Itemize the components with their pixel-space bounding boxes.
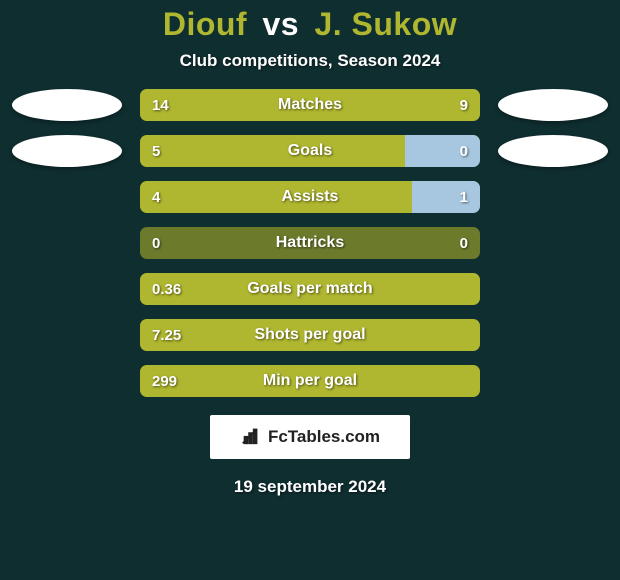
stat-value-left: 0 [152,227,160,259]
stat-value-right: 0 [460,227,468,259]
brand-badge[interactable]: FcTables.com [210,415,410,459]
stat-bar: 41Assists [140,181,480,213]
stat-rows: 149Matches 50Goals 41Assists 0 0Hattricks 0.3… [0,89,620,397]
badge-spacer [498,227,608,259]
stat-row: 0 0Hattricks [0,227,620,259]
stat-row: 149Matches [0,89,620,121]
badge-spacer [498,181,608,213]
title-player1: Diouf [163,6,247,42]
fill-left [140,365,480,397]
badge-spacer [498,365,608,397]
stat-row: 41Assists [0,181,620,213]
fill-right [412,181,480,213]
badge-spacer [498,273,608,305]
footer-date: 19 september 2024 [0,477,620,497]
brand-text: FcTables.com [268,427,380,447]
stat-bar: 299Min per goal [140,365,480,397]
badge-spacer [498,319,608,351]
fill-left [140,181,412,213]
badge-spacer [12,181,122,213]
team-badge-right [498,135,608,167]
fill-left [140,89,480,121]
comparison-card: Diouf vs J. Sukow Club competitions, Sea… [0,0,620,580]
stat-label: Hattricks [140,227,480,259]
fill-left [140,319,480,351]
stat-bar: 50Goals [140,135,480,167]
team-badge-right [498,89,608,121]
title-vs: vs [262,6,299,42]
team-badge-left [12,89,122,121]
stat-bar: 0.36Goals per match [140,273,480,305]
stat-row: 299Min per goal [0,365,620,397]
fill-right [405,135,480,167]
stat-bar: 7.25Shots per goal [140,319,480,351]
stat-row: 50Goals [0,135,620,167]
badge-spacer [12,273,122,305]
badge-spacer [12,365,122,397]
team-badge-left [12,135,122,167]
chart-bar-icon [240,424,262,451]
badge-spacer [12,319,122,351]
badge-spacer [12,227,122,259]
fill-left [140,273,480,305]
title-player2: J. Sukow [314,6,457,42]
stat-row: 0.36Goals per match [0,273,620,305]
stat-bar: 149Matches [140,89,480,121]
subtitle: Club competitions, Season 2024 [0,51,620,71]
page-title: Diouf vs J. Sukow [0,6,620,43]
stat-row: 7.25Shots per goal [0,319,620,351]
fill-left [140,135,405,167]
stat-bar: 0 0Hattricks [140,227,480,259]
